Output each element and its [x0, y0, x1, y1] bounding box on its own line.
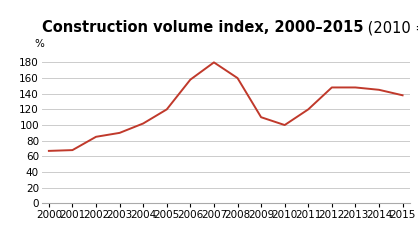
Text: %: %: [34, 39, 44, 49]
Text: Construction volume index, 2000–2015: Construction volume index, 2000–2015: [42, 20, 363, 35]
Text: (2010 = 100): (2010 = 100): [363, 20, 418, 35]
